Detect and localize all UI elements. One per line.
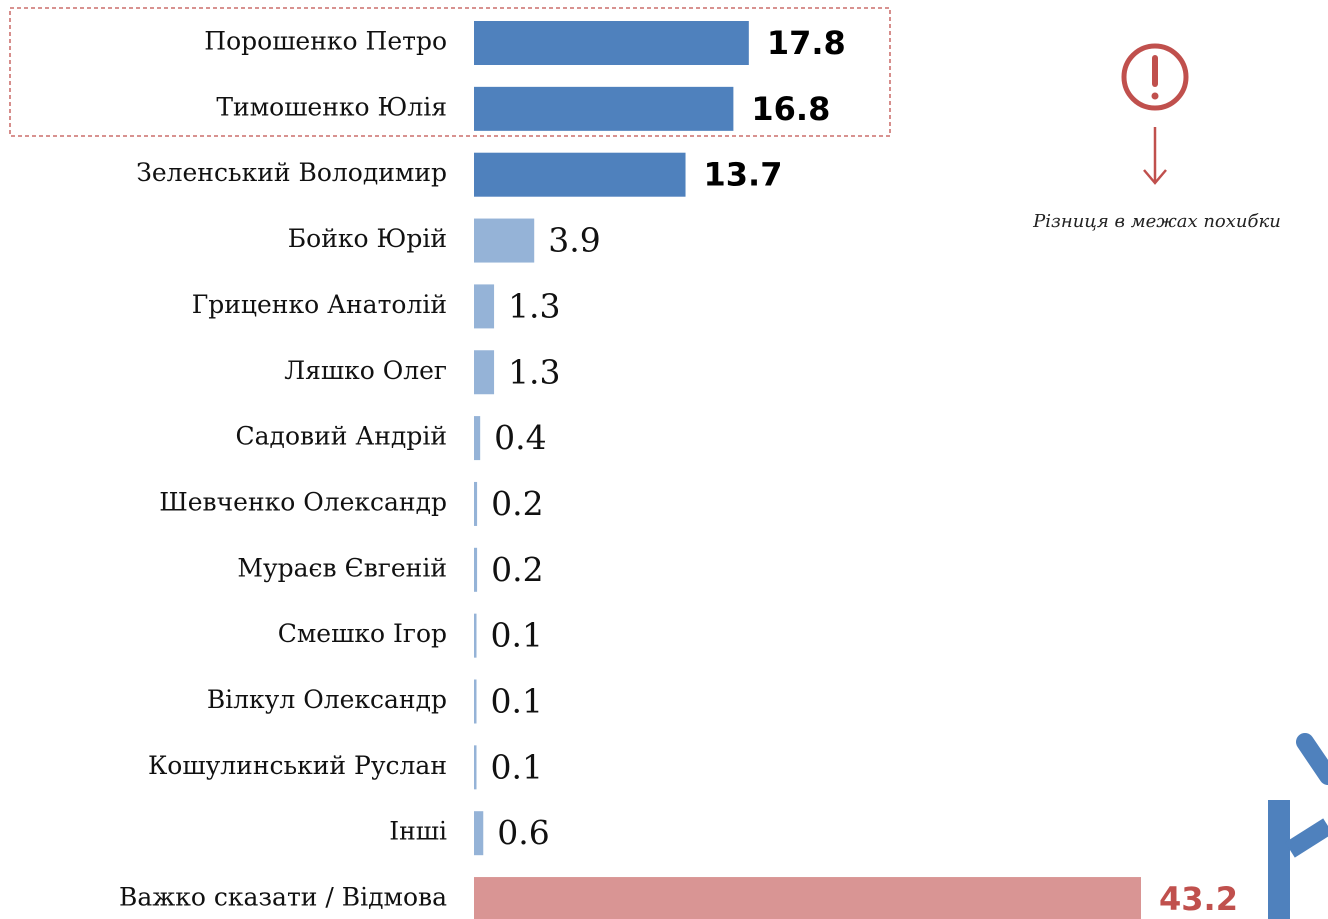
logo [1268,800,1290,919]
category-label: Вілкул Олександр [207,685,447,714]
category-label: Тимошенко Юлія [216,92,447,121]
bar [474,745,477,790]
warning-icon [1121,43,1189,111]
bar [474,21,749,65]
value-label: 3.9 [548,221,600,260]
arrow [1143,169,1167,185]
value-label: 17.8 [767,24,846,62]
category-label: Шевченко Олександр [159,487,447,516]
category-label: Гриценко Анатолій [192,290,447,319]
logo [1285,818,1328,858]
bar [474,877,1141,919]
category-label: Інші [389,817,447,846]
bar [474,416,481,461]
bar [474,152,686,197]
value-label: 0.4 [494,418,546,457]
value-label: 0.1 [491,747,543,786]
bar [474,284,495,329]
value-label: 1.3 [508,352,560,391]
bar [474,679,477,724]
category-label: Ляшко Олег [284,356,447,385]
value-label: 16.8 [751,90,830,128]
bar [474,350,495,395]
bar [474,481,478,526]
bar [474,86,734,131]
value-label: 0.2 [491,484,543,523]
category-label: Садовий Андрій [236,422,447,451]
logo [1296,733,1328,785]
value-label: 13.7 [704,156,783,194]
category-label: Зеленський Володимир [136,158,447,187]
warning-icon [1151,92,1159,100]
category-label: Кошулинський Руслан [148,751,447,780]
annotation: Різниця в межах похибки [1032,211,1281,232]
bar [474,218,535,263]
category-label: Бойко Юрій [288,224,447,253]
bar [474,811,484,856]
bar [474,547,478,592]
value-label: 0.2 [491,550,543,589]
category-label: Важко сказати / Відмова [119,883,447,912]
value-label: 0.1 [491,682,543,721]
category-label: Порошенко Петро [204,27,447,56]
category-label: Смешко Ігор [278,619,447,648]
category-label: Мураєв Євгеній [237,553,447,582]
value-label: 43.2 [1159,880,1238,918]
value-label: 1.3 [508,286,560,325]
value-label: 0.1 [491,616,543,655]
value-label: 0.6 [497,813,549,852]
bar [474,613,477,658]
